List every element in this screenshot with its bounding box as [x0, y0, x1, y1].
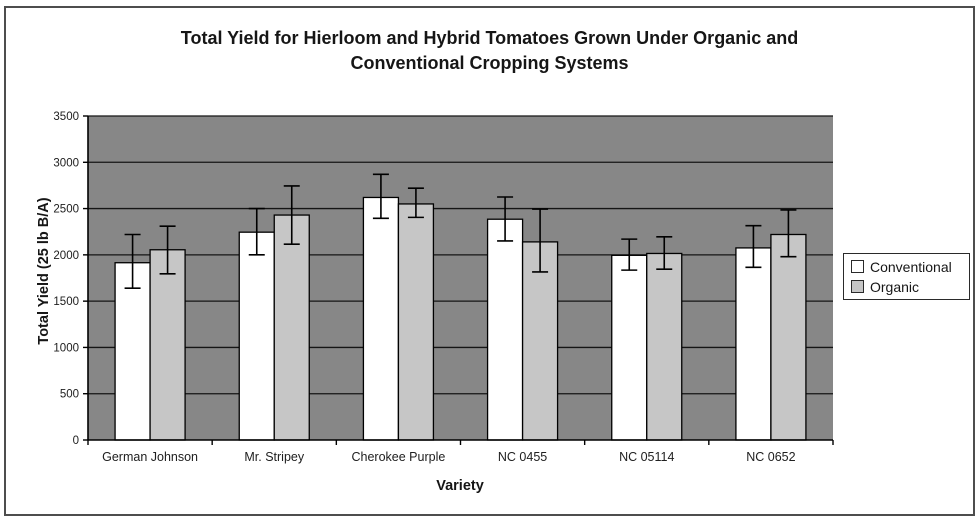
chart-border [4, 6, 975, 516]
y-tick-label-1000: 1000 [53, 342, 79, 354]
x-category-label-4: NC 05114 [619, 450, 674, 464]
x-category-label-1: Mr. Stripey [244, 450, 304, 464]
bar-conventional-0 [114, 262, 151, 441]
y-tick-label-3500: 3500 [53, 111, 79, 123]
legend: Conventional Organic [843, 253, 970, 300]
bar-organic-1 [273, 214, 310, 441]
bar-conventional-2 [362, 196, 400, 441]
error-bar-organic-3 [532, 208, 549, 273]
x-category-label-5: NC 0652 [746, 450, 795, 464]
x-category-label-2: Cherokee Purple [352, 450, 446, 464]
bar-organic-3 [521, 241, 559, 441]
y-tick-label-1500: 1500 [53, 296, 79, 308]
x-category-label-0: German Johnson [102, 450, 198, 464]
bar-conventional-1 [238, 231, 275, 441]
error-bar-organic-4 [656, 236, 673, 271]
error-bar-conventional-3 [497, 196, 514, 242]
bar-conventional-5 [735, 247, 772, 441]
legend-item-organic: Organic [851, 279, 969, 295]
y-tick-label-0: 0 [73, 435, 79, 447]
y-tick-label-2000: 2000 [53, 250, 79, 262]
x-axis-title: Variety [436, 478, 484, 494]
bar-organic-4 [646, 252, 683, 441]
chart-title-line2: Conventional Cropping Systems [350, 53, 629, 73]
error-bar-organic-5 [780, 209, 797, 258]
legend-swatch-organic [851, 280, 864, 293]
bar-organic-5 [770, 233, 807, 441]
bar-conventional-3 [486, 218, 524, 441]
y-tick-label-2500: 2500 [53, 204, 79, 216]
legend-item-conventional: Conventional [851, 259, 969, 275]
legend-label-organic: Organic [870, 278, 920, 295]
plot-background [88, 116, 833, 440]
bar-organic-2 [397, 203, 435, 441]
error-bar-conventional-4 [621, 238, 638, 271]
x-category-label-3: NC 0455 [498, 450, 547, 464]
error-bar-conventional-5 [745, 224, 762, 269]
chart-title: Total Yield for Hierloom and Hybrid Toma… [0, 26, 979, 76]
error-bar-conventional-0 [124, 233, 141, 289]
bar-conventional-4 [611, 254, 648, 441]
error-bar-conventional-2 [372, 173, 389, 220]
bar-organic-0 [149, 249, 186, 441]
error-bar-conventional-1 [248, 207, 265, 256]
legend-label-conventional: Conventional [870, 258, 952, 275]
y-tick-label-3000: 3000 [53, 157, 79, 169]
error-bar-organic-2 [407, 187, 424, 219]
chart-title-line1: Total Yield for Hierloom and Hybrid Toma… [180, 28, 799, 48]
error-bar-organic-0 [159, 225, 176, 275]
legend-swatch-conventional [851, 260, 864, 273]
y-tick-label-500: 500 [60, 389, 79, 401]
error-bar-organic-1 [283, 185, 300, 246]
